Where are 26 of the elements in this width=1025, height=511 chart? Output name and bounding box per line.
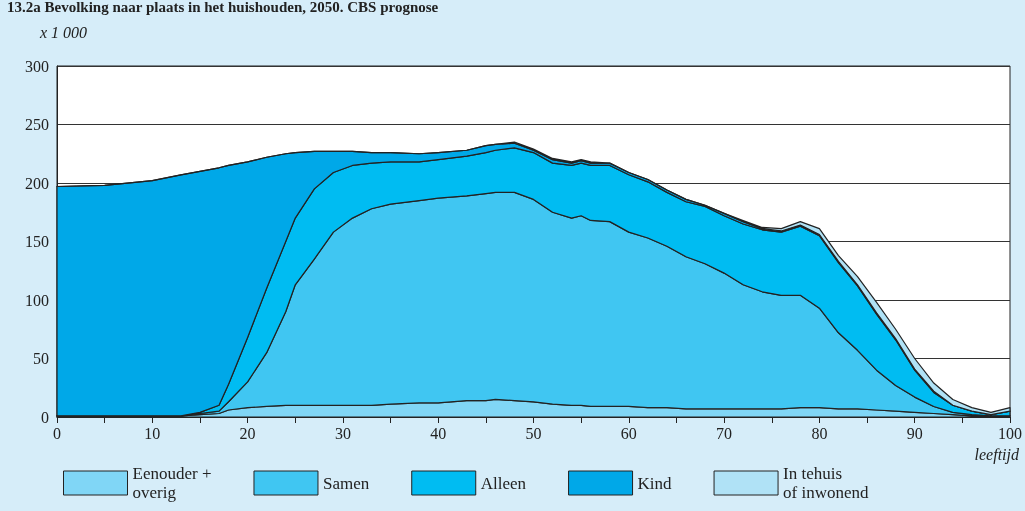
x-tick-label: 80 (811, 424, 828, 442)
y-tick-label: 100 (25, 291, 49, 309)
x-tick-label: 90 (906, 424, 923, 442)
x-tick-label: 50 (525, 424, 542, 442)
x-tick-label: 20 (239, 424, 256, 442)
legend-label: Eenouder + overig (132, 464, 212, 502)
legend-label: Alleen (480, 473, 527, 493)
x-tick-label: 0 (53, 424, 61, 442)
x-tick-label: 100 (998, 424, 1022, 442)
x-tick-label: 70 (716, 424, 733, 442)
y-tick-label: 250 (25, 116, 49, 133)
x-tick-label: 10 (144, 424, 161, 442)
x-axis-title: leeftijd (974, 445, 1020, 464)
x-tick-label: 60 (620, 424, 637, 442)
y-tick-label: 50 (33, 350, 49, 367)
x-tick-label: 40 (430, 424, 447, 442)
y-tick-label: 300 (25, 57, 49, 75)
chart-title: 13.2a Bevolking naar plaats in het huishouden, 2050. CBS prognose (7, 0, 439, 15)
legend-label: In tehuis of inwonend (783, 464, 870, 502)
legend-label: Samen (322, 473, 370, 493)
y-tick-label: 0 (41, 408, 49, 426)
x-tick-label: 30 (334, 424, 351, 442)
y-tick-label: 200 (25, 174, 49, 192)
y-tick-label: 150 (25, 233, 49, 250)
legend-label: Kind (637, 473, 673, 493)
y-axis-title: x 1 000 (39, 23, 88, 41)
